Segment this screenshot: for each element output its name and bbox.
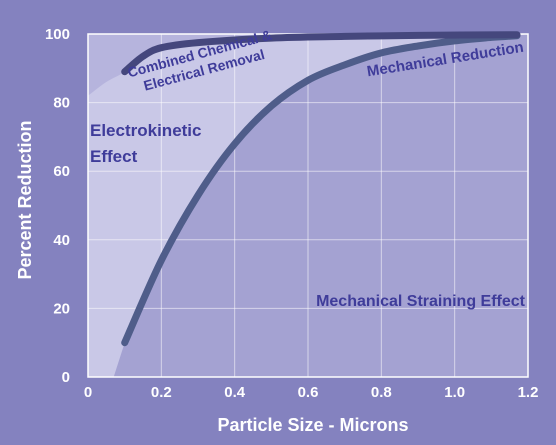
x-tick-label: 0.8	[371, 384, 392, 401]
series-line-mechanical-reduction	[121, 32, 521, 347]
y-tick-label: 20	[53, 300, 70, 317]
electrokinetic-label-line1: Electrokinetic	[90, 121, 202, 140]
gridlines	[88, 34, 528, 377]
x-tick-label: 1.0	[444, 384, 465, 401]
y-tick-label: 0	[62, 369, 70, 386]
x-tick-label: 1.2	[518, 384, 539, 401]
y-tick-label: 40	[53, 232, 70, 249]
x-axis-title: Particle Size - Microns	[217, 415, 408, 435]
x-tick-label: 0.2	[151, 384, 172, 401]
x-tick-label: 0.6	[298, 384, 319, 401]
y-tick-label: 60	[53, 163, 70, 180]
y-tick-label: 100	[45, 26, 70, 43]
series-line-combined-chemical-electrical	[121, 31, 521, 76]
mechanical-straining-region	[113, 34, 528, 377]
y-tick-labels: 0 20 40 60 80 100	[45, 26, 70, 386]
x-tick-label: 0	[84, 384, 92, 401]
electrokinetic-label-line2: Effect	[90, 147, 138, 166]
y-tick-label: 80	[53, 95, 70, 112]
mechanical-straining-label: Mechanical Straining Effect	[316, 293, 526, 310]
x-tick-label: 0.4	[224, 384, 246, 401]
plot-area	[87, 31, 529, 378]
y-axis-title: Percent Reduction	[15, 120, 35, 279]
electrokinetic-region	[88, 34, 528, 377]
x-tick-labels: 0 0.2 0.4 0.6 0.8 1.0 1.2	[84, 384, 539, 401]
